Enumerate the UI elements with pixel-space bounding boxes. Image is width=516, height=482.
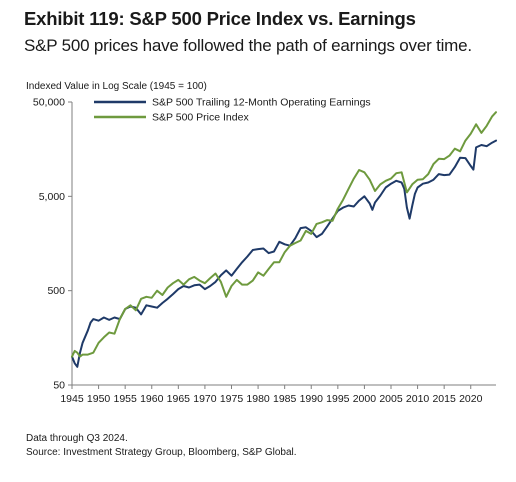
legend-label: S&P 500 Price Index (152, 112, 249, 124)
axes: 50 500 5,000 50,000 1945 1950 1955 1960 1965 1970… (33, 97, 496, 405)
x-tick-label: 1980 (246, 393, 270, 405)
y-axis-label: Indexed Value in Log Scale (1945 = 100) (26, 81, 207, 92)
x-tick-label: 1960 (140, 393, 164, 405)
y-tick-label: 500 (47, 285, 65, 297)
y-tick-label: 5,000 (39, 191, 65, 203)
x-tick-label: 2010 (406, 393, 430, 405)
x-tick-label: 2020 (459, 393, 483, 405)
x-tick-label: 1945 (60, 393, 84, 405)
x-tick-label: 1990 (300, 393, 324, 405)
chart-subtitle: S&P 500 prices have followed the path of… (24, 36, 472, 55)
x-tick-label: 1950 (87, 393, 111, 405)
x-tick-label: 2015 (432, 393, 456, 405)
source-note: Source: Investment Strategy Group, Bloom… (26, 447, 297, 458)
series-layer (71, 111, 497, 368)
y-tick-label: 50,000 (33, 97, 65, 109)
x-tick-label: 1955 (113, 393, 137, 405)
x-tick-label: 1970 (193, 393, 217, 405)
data-note: Data through Q3 2024. (26, 433, 128, 444)
legend: S&P 500 Trailing 12-Month Operating Earn… (94, 97, 371, 124)
x-tick-label: 2005 (379, 393, 403, 405)
x-tick-label: 1975 (220, 393, 244, 405)
x-tick-label: 1965 (167, 393, 191, 405)
price-index-series-line (71, 111, 497, 358)
legend-label: S&P 500 Trailing 12-Month Operating Earn… (152, 97, 371, 109)
x-tick-label: 1995 (326, 393, 350, 405)
x-tick-label: 1985 (273, 393, 297, 405)
chart-title: Exhibit 119: S&P 500 Price Index vs. Ear… (24, 8, 416, 29)
x-tick-label: 2000 (353, 393, 377, 405)
y-tick-label: 50 (53, 380, 65, 392)
